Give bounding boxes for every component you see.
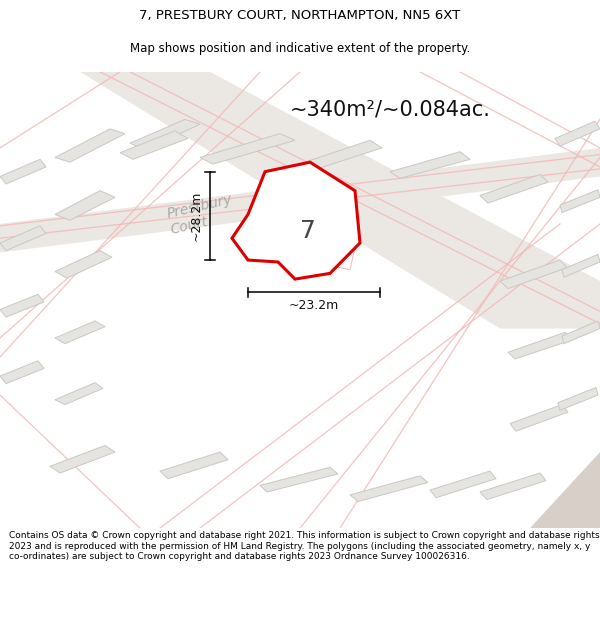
Polygon shape <box>562 321 600 344</box>
Polygon shape <box>160 452 228 479</box>
Polygon shape <box>508 332 572 359</box>
Polygon shape <box>510 404 568 431</box>
Polygon shape <box>55 191 115 220</box>
Text: 7, PRESTBURY COURT, NORTHAMPTON, NN5 6XT: 7, PRESTBURY COURT, NORTHAMPTON, NN5 6XT <box>139 9 461 22</box>
Polygon shape <box>55 251 112 278</box>
Polygon shape <box>555 121 600 146</box>
Text: Prestbury
Court: Prestbury Court <box>165 192 237 237</box>
Polygon shape <box>480 473 546 499</box>
Text: Contains OS data © Crown copyright and database right 2021. This information is : Contains OS data © Crown copyright and d… <box>9 531 599 561</box>
Polygon shape <box>390 152 470 178</box>
Text: ~340m²/~0.084ac.: ~340m²/~0.084ac. <box>290 100 491 120</box>
Text: Map shows position and indicative extent of the property.: Map shows position and indicative extent… <box>130 42 470 56</box>
Polygon shape <box>500 260 567 289</box>
Polygon shape <box>50 446 115 473</box>
Text: ~23.2m: ~23.2m <box>289 299 339 312</box>
Polygon shape <box>520 452 600 528</box>
Polygon shape <box>0 159 46 184</box>
Polygon shape <box>560 190 600 213</box>
Polygon shape <box>285 205 345 252</box>
Polygon shape <box>0 361 44 384</box>
Polygon shape <box>0 226 46 251</box>
Polygon shape <box>480 174 548 203</box>
Polygon shape <box>80 72 600 329</box>
Polygon shape <box>232 162 360 279</box>
Polygon shape <box>200 134 295 164</box>
Polygon shape <box>120 131 188 159</box>
Polygon shape <box>562 254 600 278</box>
Polygon shape <box>55 321 105 344</box>
Polygon shape <box>55 129 125 162</box>
Text: 7: 7 <box>300 219 316 243</box>
Polygon shape <box>430 471 496 498</box>
Polygon shape <box>558 388 598 410</box>
Polygon shape <box>305 140 382 169</box>
Polygon shape <box>0 148 600 253</box>
Polygon shape <box>350 476 428 501</box>
Polygon shape <box>260 468 338 492</box>
Polygon shape <box>130 119 200 150</box>
Polygon shape <box>0 294 44 317</box>
Polygon shape <box>55 382 103 404</box>
Text: ~28.2m: ~28.2m <box>190 191 203 241</box>
